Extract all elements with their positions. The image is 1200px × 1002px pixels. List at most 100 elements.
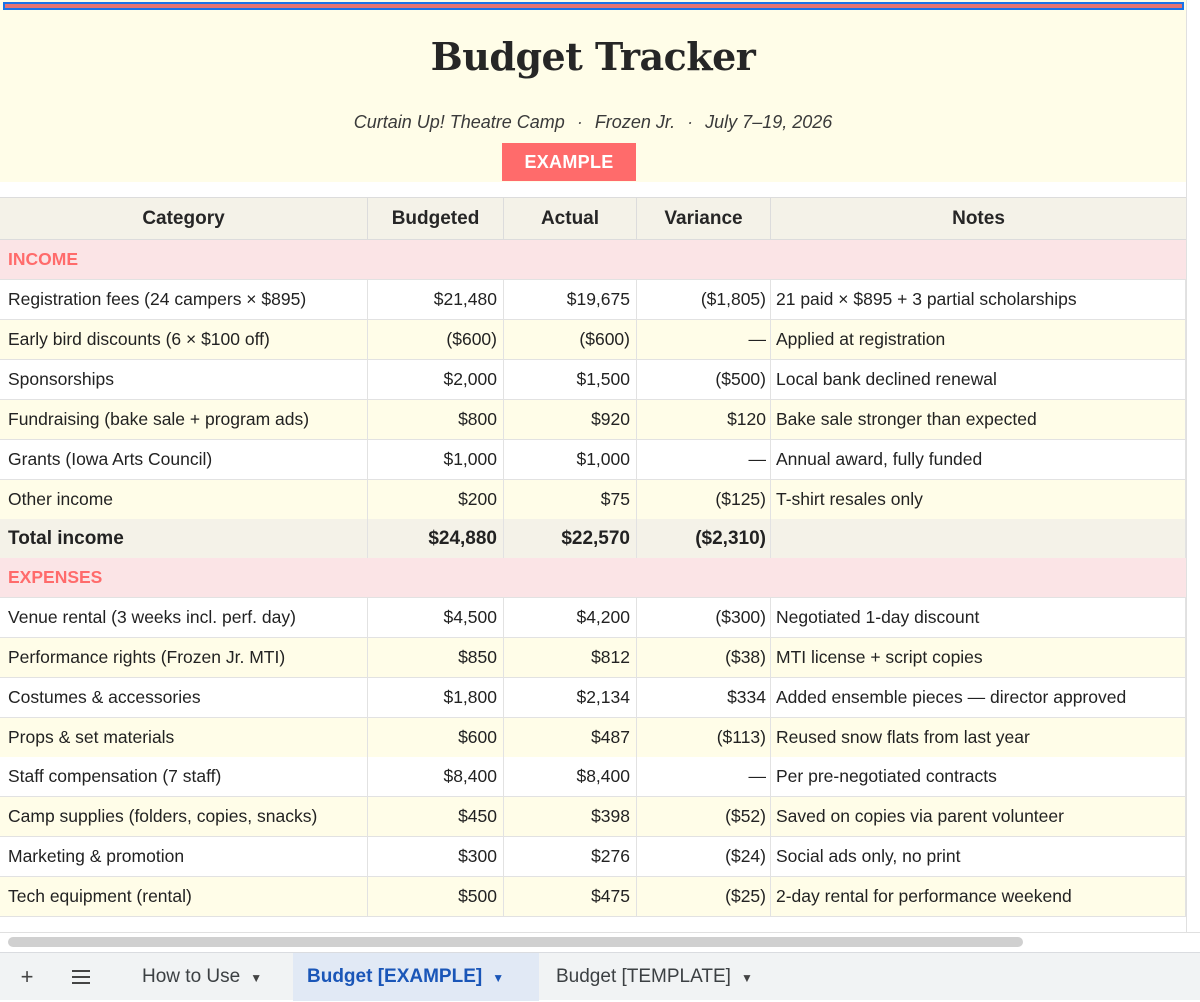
variance-cell[interactable]: ($1,805) — [637, 280, 771, 319]
notes-cell[interactable]: Annual award, fully funded — [771, 440, 1186, 479]
spreadsheet-grid[interactable]: Budget Tracker Curtain Up! Theatre Camp ·… — [0, 0, 1200, 952]
variance-cell[interactable]: — — [637, 320, 771, 359]
variance-cell[interactable]: ($125) — [637, 480, 771, 519]
variance-cell[interactable]: $120 — [637, 400, 771, 439]
actual-cell[interactable]: $487 — [504, 718, 637, 757]
actual-cell[interactable]: $475 — [504, 877, 637, 916]
variance-cell[interactable]: ($300) — [637, 598, 771, 637]
total-budgeted-cell[interactable]: $24,880 — [368, 519, 504, 558]
notes-cell[interactable]: Bake sale stronger than expected — [771, 400, 1186, 439]
notes-cell[interactable]: Negotiated 1-day discount — [771, 598, 1186, 637]
budgeted-cell[interactable]: $1,000 — [368, 440, 504, 479]
variance-cell[interactable]: ($24) — [637, 837, 771, 876]
actual-cell[interactable]: $75 — [504, 480, 637, 519]
category-cell[interactable]: Fundraising (bake sale + program ads) — [0, 400, 368, 439]
category-cell[interactable]: Grants (Iowa Arts Council) — [0, 440, 368, 479]
table-row[interactable]: Early bird discounts (6 × $100 off) ($60… — [0, 320, 1186, 360]
budgeted-cell[interactable]: ($600) — [368, 320, 504, 359]
table-row[interactable]: Staff compensation (7 staff) $8,400 $8,4… — [0, 757, 1186, 797]
table-row[interactable]: Grants (Iowa Arts Council) $1,000 $1,000… — [0, 440, 1186, 480]
section-row-income[interactable]: INCOME — [0, 240, 1186, 280]
horizontal-scroll-thumb[interactable] — [8, 937, 1023, 947]
table-row[interactable]: Fundraising (bake sale + program ads) $8… — [0, 400, 1186, 440]
notes-cell[interactable]: Local bank declined renewal — [771, 360, 1186, 399]
budgeted-cell[interactable]: $500 — [368, 877, 504, 916]
actual-cell[interactable]: $398 — [504, 797, 637, 836]
category-cell[interactable]: Marketing & promotion — [0, 837, 368, 876]
budgeted-cell[interactable]: $4,500 — [368, 598, 504, 637]
table-row[interactable]: Performance rights (Frozen Jr. MTI) $850… — [0, 638, 1186, 678]
category-cell[interactable]: Staff compensation (7 staff) — [0, 757, 368, 796]
budgeted-cell[interactable]: $21,480 — [368, 280, 504, 319]
category-cell[interactable]: Performance rights (Frozen Jr. MTI) — [0, 638, 368, 677]
column-header-budgeted[interactable]: Budgeted — [368, 198, 504, 239]
table-row[interactable]: Venue rental (3 weeks incl. perf. day) $… — [0, 598, 1186, 638]
column-header-notes[interactable]: Notes — [952, 208, 1005, 229]
column-header-variance[interactable]: Variance — [637, 198, 771, 239]
total-variance-cell[interactable]: ($2,310) — [637, 519, 771, 558]
variance-cell[interactable]: — — [637, 440, 771, 479]
budgeted-cell[interactable]: $600 — [368, 718, 504, 757]
selected-row-highlight[interactable] — [3, 2, 1184, 10]
vertical-scroll-track[interactable] — [1186, 0, 1200, 940]
notes-cell[interactable]: Saved on copies via parent volunteer — [771, 797, 1186, 836]
category-cell[interactable]: Registration fees (24 campers × $895) — [0, 280, 368, 319]
category-cell[interactable]: Props & set materials — [0, 718, 368, 757]
actual-cell[interactable]: $276 — [504, 837, 637, 876]
budgeted-cell[interactable]: $200 — [368, 480, 504, 519]
notes-cell[interactable]: T-shirt resales only — [771, 480, 1186, 519]
table-row[interactable]: Sponsorships $2,000 $1,500 ($500) Local … — [0, 360, 1186, 400]
add-sheet-icon[interactable]: + — [20, 964, 34, 989]
total-label-cell[interactable]: Total income — [0, 519, 368, 558]
variance-cell[interactable]: ($113) — [637, 718, 771, 757]
table-row[interactable]: Marketing & promotion $300 $276 ($24) So… — [0, 837, 1186, 877]
category-cell[interactable]: Other income — [0, 480, 368, 519]
variance-cell[interactable]: — — [637, 757, 771, 796]
notes-cell[interactable]: Reused snow flats from last year — [771, 718, 1186, 757]
chevron-down-icon[interactable]: ▼ — [492, 971, 505, 985]
category-cell[interactable]: Costumes & accessories — [0, 678, 368, 717]
table-row[interactable]: Registration fees (24 campers × $895) $2… — [0, 280, 1186, 320]
table-row[interactable]: Props & set materials $600 $487 ($113) R… — [0, 718, 1186, 758]
table-row[interactable]: Camp supplies (folders, copies, snacks) … — [0, 797, 1186, 837]
budgeted-cell[interactable]: $8,400 — [368, 757, 504, 796]
total-notes-cell[interactable] — [771, 519, 1186, 558]
budgeted-cell[interactable]: $450 — [368, 797, 504, 836]
total-row-income[interactable]: Total income $24,880 $22,570 ($2,310) — [0, 519, 1186, 559]
notes-cell[interactable]: Added ensemble pieces — director approve… — [771, 678, 1186, 717]
tab-how-to-use[interactable]: How to Use ▼ — [128, 953, 276, 1001]
budgeted-cell[interactable]: $1,800 — [368, 678, 504, 717]
notes-cell[interactable]: Per pre-negotiated contracts — [771, 757, 1186, 796]
column-header-category[interactable]: Category — [0, 198, 368, 239]
actual-cell[interactable]: $19,675 — [504, 280, 637, 319]
table-row[interactable]: Tech equipment (rental) $500 $475 ($25) … — [0, 877, 1186, 917]
actual-cell[interactable]: $812 — [504, 638, 637, 677]
actual-cell[interactable]: $8,400 — [504, 757, 637, 796]
sheet-list-icon[interactable] — [72, 970, 90, 984]
actual-cell[interactable]: $1,500 — [504, 360, 637, 399]
category-cell[interactable]: Early bird discounts (6 × $100 off) — [0, 320, 368, 359]
total-actual-cell[interactable]: $22,570 — [504, 519, 637, 558]
actual-cell[interactable]: $2,134 — [504, 678, 637, 717]
budgeted-cell[interactable]: $2,000 — [368, 360, 504, 399]
budgeted-cell[interactable]: $850 — [368, 638, 504, 677]
notes-cell[interactable]: Social ads only, no print — [771, 837, 1186, 876]
tab-budget-example[interactable]: Budget [EXAMPLE] ▼ — [293, 953, 539, 1001]
notes-cell[interactable]: Applied at registration — [771, 320, 1186, 359]
table-row[interactable]: Other income $200 $75 ($125) T-shirt res… — [0, 480, 1186, 520]
tab-budget-template[interactable]: Budget [TEMPLATE] ▼ — [542, 953, 767, 1001]
actual-cell[interactable]: $4,200 — [504, 598, 637, 637]
variance-cell[interactable]: ($38) — [637, 638, 771, 677]
notes-cell[interactable]: MTI license + script copies — [771, 638, 1186, 677]
actual-cell[interactable]: $920 — [504, 400, 637, 439]
variance-cell[interactable]: ($52) — [637, 797, 771, 836]
budgeted-cell[interactable]: $800 — [368, 400, 504, 439]
column-header-actual[interactable]: Actual — [504, 198, 637, 239]
notes-cell[interactable]: 21 paid × $895 + 3 partial scholarships — [771, 280, 1186, 319]
budgeted-cell[interactable]: $300 — [368, 837, 504, 876]
variance-cell[interactable]: ($25) — [637, 877, 771, 916]
actual-cell[interactable]: ($600) — [504, 320, 637, 359]
horizontal-scrollbar[interactable] — [0, 932, 1200, 951]
category-cell[interactable]: Camp supplies (folders, copies, snacks) — [0, 797, 368, 836]
category-cell[interactable]: Tech equipment (rental) — [0, 877, 368, 916]
